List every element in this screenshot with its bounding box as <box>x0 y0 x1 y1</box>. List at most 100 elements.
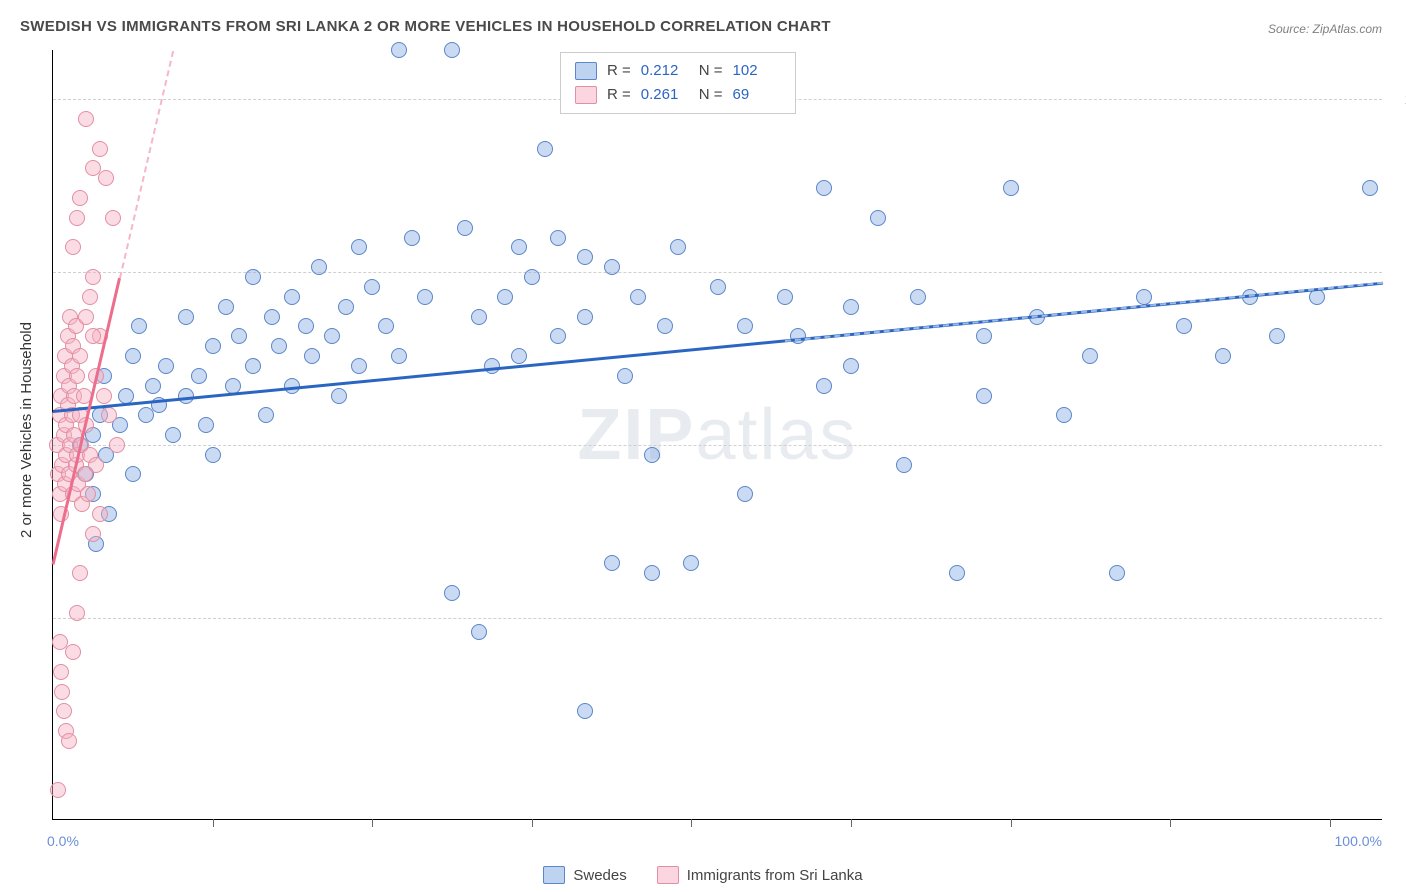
plot-area: ZIPatlas 0.0% 100.0% 47.5%65.0%82.5%100.… <box>52 50 1382 820</box>
watermark: ZIPatlas <box>577 394 857 476</box>
trend-line <box>784 282 1383 342</box>
data-point <box>131 318 147 334</box>
data-point <box>444 585 460 601</box>
data-point <box>577 703 593 719</box>
data-point <box>72 190 88 206</box>
data-point <box>65 239 81 255</box>
x-axis-max-label: 100.0% <box>1335 833 1382 849</box>
data-point <box>1082 348 1098 364</box>
data-point <box>777 289 793 305</box>
data-point <box>178 309 194 325</box>
data-point <box>816 180 832 196</box>
data-point <box>351 358 367 374</box>
swatch-blue <box>575 62 597 80</box>
data-point <box>1362 180 1378 196</box>
data-point <box>378 318 394 334</box>
data-point <box>896 457 912 473</box>
data-point <box>524 269 540 285</box>
data-point <box>1136 289 1152 305</box>
data-point <box>245 269 261 285</box>
data-point <box>218 299 234 315</box>
data-point <box>92 141 108 157</box>
data-point <box>56 703 72 719</box>
data-point <box>537 141 553 157</box>
data-point <box>683 555 699 571</box>
data-point <box>910 289 926 305</box>
y-tick-label: 100.0% <box>1392 91 1406 107</box>
data-point <box>471 309 487 325</box>
data-point <box>870 210 886 226</box>
gridline-h <box>53 618 1382 619</box>
data-point <box>550 328 566 344</box>
correlation-legend: R = 0.212 N = 102 R = 0.261 N = 69 <box>560 52 796 114</box>
data-point <box>976 328 992 344</box>
data-point <box>816 378 832 394</box>
data-point <box>338 299 354 315</box>
legend-row-srilanka: R = 0.261 N = 69 <box>575 83 781 107</box>
data-point <box>630 289 646 305</box>
data-point <box>843 299 859 315</box>
data-point <box>497 289 513 305</box>
data-point <box>351 239 367 255</box>
data-point <box>790 328 806 344</box>
swatch-pink <box>575 86 597 104</box>
data-point <box>61 733 77 749</box>
data-point <box>198 417 214 433</box>
data-point <box>105 210 121 226</box>
data-point <box>1109 565 1125 581</box>
x-tick <box>1330 819 1331 827</box>
data-point <box>101 407 117 423</box>
trend-line <box>119 51 174 278</box>
data-point <box>82 289 98 305</box>
x-tick <box>851 819 852 827</box>
data-point <box>69 605 85 621</box>
x-tick <box>691 819 692 827</box>
data-point <box>550 230 566 246</box>
data-point <box>69 210 85 226</box>
data-point <box>205 447 221 463</box>
data-point <box>191 368 207 384</box>
data-point <box>78 309 94 325</box>
swatch-blue-icon <box>543 866 565 884</box>
data-point <box>577 249 593 265</box>
x-axis-min-label: 0.0% <box>47 833 79 849</box>
data-point <box>1269 328 1285 344</box>
data-point <box>245 358 261 374</box>
source-attribution: Source: ZipAtlas.com <box>1268 22 1382 36</box>
x-tick <box>1170 819 1171 827</box>
x-tick <box>372 819 373 827</box>
data-point <box>96 388 112 404</box>
data-point <box>391 42 407 58</box>
data-point <box>311 259 327 275</box>
legend-item-srilanka: Immigrants from Sri Lanka <box>657 866 863 884</box>
data-point <box>391 348 407 364</box>
data-point <box>417 289 433 305</box>
data-point <box>710 279 726 295</box>
data-point <box>324 328 340 344</box>
data-point <box>444 42 460 58</box>
y-tick-label: 82.5% <box>1392 264 1406 280</box>
data-point <box>617 368 633 384</box>
data-point <box>484 358 500 374</box>
data-point <box>604 555 620 571</box>
data-point <box>670 239 686 255</box>
swatch-pink-icon <box>657 866 679 884</box>
data-point <box>88 457 104 473</box>
data-point <box>644 447 660 463</box>
data-point <box>331 388 347 404</box>
data-point <box>53 664 69 680</box>
data-point <box>65 644 81 660</box>
data-point <box>949 565 965 581</box>
data-point <box>85 526 101 542</box>
data-point <box>364 279 380 295</box>
data-point <box>644 565 660 581</box>
data-point <box>577 309 593 325</box>
data-point <box>125 466 141 482</box>
data-point <box>258 407 274 423</box>
data-point <box>50 782 66 798</box>
data-point <box>404 230 420 246</box>
data-point <box>304 348 320 364</box>
x-tick <box>532 819 533 827</box>
data-point <box>118 388 134 404</box>
data-point <box>298 318 314 334</box>
